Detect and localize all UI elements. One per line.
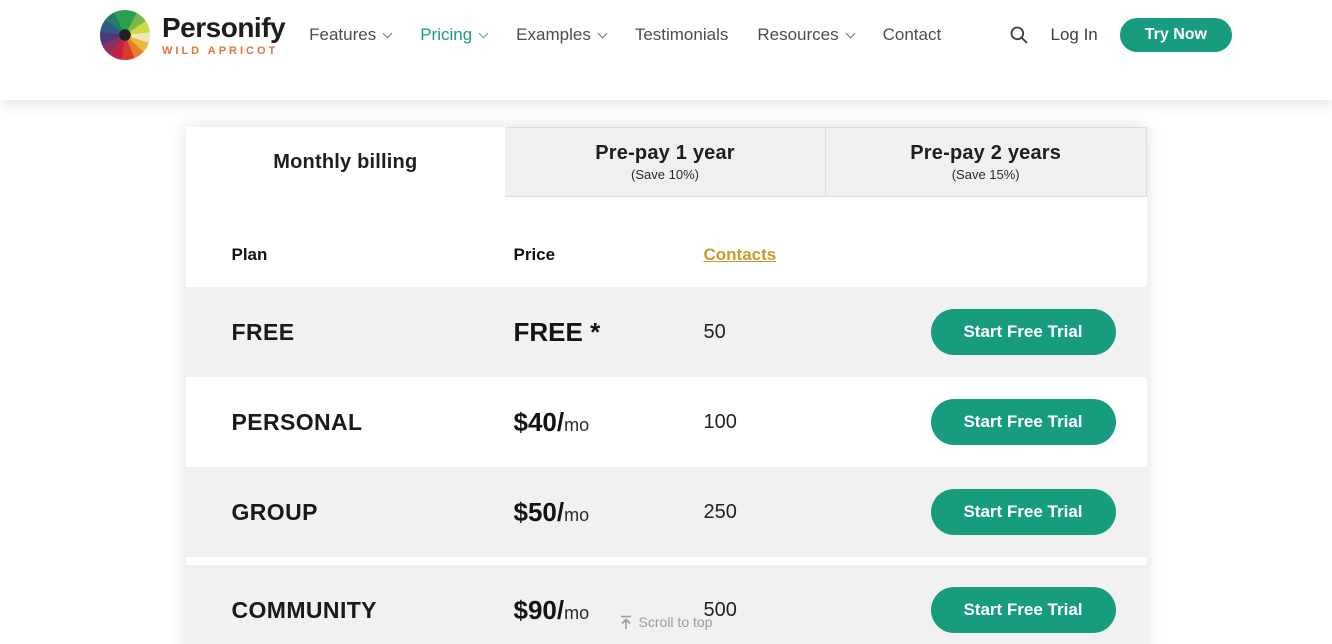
tab-save-note: (Save 10%) — [631, 167, 699, 182]
plan-name: PERSONAL — [231, 408, 363, 435]
chevron-down-icon — [478, 28, 489, 38]
tab-prepay-1-year[interactable]: Pre-pay 1 year (Save 10%) — [505, 127, 826, 197]
arrow-up-to-bar-icon — [621, 615, 632, 629]
tab-prepay-2-years[interactable]: Pre-pay 2 years (Save 15%) — [825, 127, 1147, 197]
nav-testimonials[interactable]: Testimonials — [634, 25, 729, 44]
plan-price: FREE * — [513, 316, 601, 347]
logo[interactable]: Personify WILD APRICOT — [100, 10, 286, 60]
plan-contacts: 100 — [703, 410, 737, 433]
site-header: Personify WILD APRICOT Features Pricing … — [0, 0, 1332, 100]
start-free-trial-button[interactable]: Start Free Trial — [930, 587, 1116, 633]
plan-contacts: 250 — [703, 500, 737, 523]
plan-price: $90/ — [513, 594, 565, 625]
personify-color-wheel-icon — [100, 10, 150, 60]
main-nav: Features Pricing Examples Testimonials R… — [309, 25, 941, 45]
nav-pricing[interactable]: Pricing — [420, 25, 489, 45]
plan-row-group: GROUP $50/mo 250 Start Free Trial — [185, 467, 1147, 557]
start-free-trial-button[interactable]: Start Free Trial — [930, 489, 1116, 535]
plan-row-community: COMMUNITY $90/mo 500 Start Free Trial — [185, 565, 1147, 644]
contacts-column-link[interactable]: Contacts — [703, 245, 777, 264]
scroll-to-top-button[interactable]: Scroll to top — [620, 614, 713, 630]
plan-name: GROUP — [231, 498, 318, 525]
plan-name: FREE — [231, 318, 295, 345]
nav-contact[interactable]: Contact — [882, 25, 942, 44]
chevron-down-icon — [845, 28, 856, 38]
log-in-link[interactable]: Log In — [1050, 25, 1098, 44]
search-icon[interactable] — [1009, 25, 1029, 45]
nav-resources[interactable]: Resources — [757, 25, 856, 45]
chevron-down-icon — [597, 28, 608, 38]
plan-row-free: FREE FREE * 50 Start Free Trial — [185, 287, 1147, 377]
logo-subtitle: WILD APRICOT — [162, 44, 279, 57]
start-free-trial-button[interactable]: Start Free Trial — [930, 399, 1116, 445]
nav-examples[interactable]: Examples — [516, 25, 608, 45]
plan-column-header: Plan — [231, 245, 268, 264]
plan-price: $40/ — [513, 406, 565, 437]
price-column-header: Price — [513, 245, 556, 264]
pricing-card: Monthly billing Pre-pay 1 year (Save 10%… — [185, 127, 1147, 644]
pricing-table: Plan Price Contacts FREE FREE * 50 Start… — [185, 197, 1147, 644]
tab-monthly-billing[interactable]: Monthly billing — [185, 127, 506, 197]
logo-title: Personify — [162, 11, 286, 43]
table-header-row: Plan Price Contacts — [232, 245, 1116, 287]
nav-features[interactable]: Features — [309, 25, 393, 45]
tab-save-note: (Save 15%) — [951, 167, 1020, 182]
scroll-to-top-label: Scroll to top — [638, 614, 713, 630]
start-free-trial-button[interactable]: Start Free Trial — [930, 309, 1116, 355]
plan-price: $50/ — [513, 496, 565, 527]
chevron-down-icon — [382, 28, 393, 38]
plan-row-personal: PERSONAL $40/mo 100 Start Free Trial — [186, 377, 1147, 467]
plan-name: COMMUNITY — [231, 596, 377, 623]
billing-tabs: Monthly billing Pre-pay 1 year (Save 10%… — [185, 127, 1147, 197]
plan-contacts: 500 — [703, 598, 737, 621]
plan-contacts: 50 — [703, 320, 726, 343]
try-now-button[interactable]: Try Now — [1119, 18, 1232, 52]
